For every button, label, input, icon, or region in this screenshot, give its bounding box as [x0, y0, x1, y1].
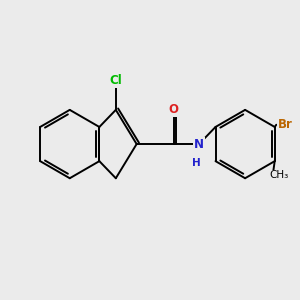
Text: O: O	[169, 103, 179, 116]
Text: CH₃: CH₃	[270, 170, 289, 180]
Text: Cl: Cl	[110, 74, 122, 87]
Text: N: N	[194, 138, 204, 151]
Text: H: H	[192, 158, 200, 168]
Text: Br: Br	[278, 118, 293, 131]
